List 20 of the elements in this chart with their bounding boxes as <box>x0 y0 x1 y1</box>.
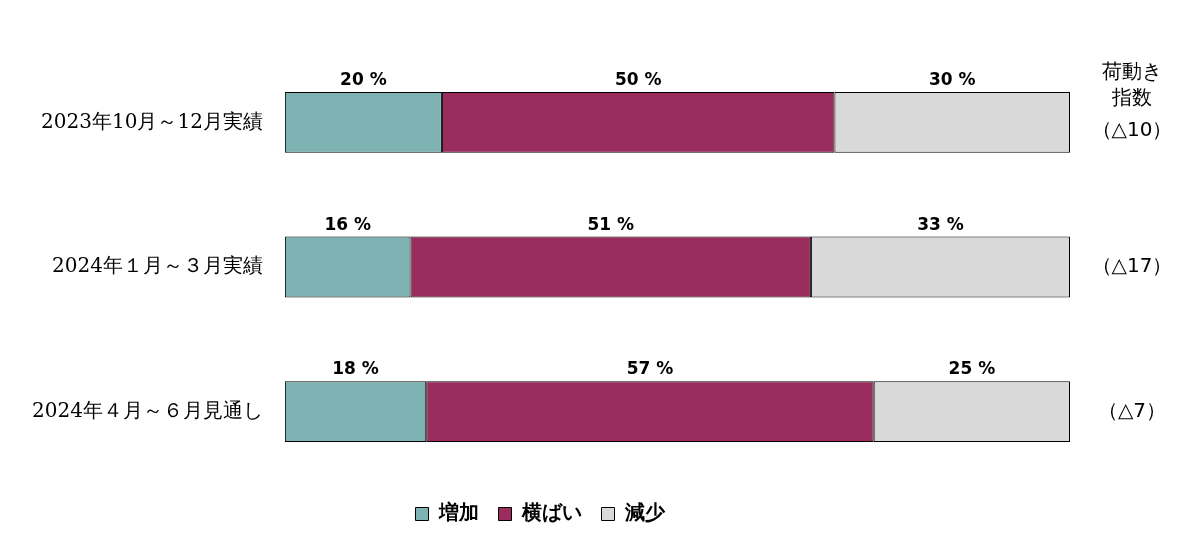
data-label: 33 % <box>917 213 964 234</box>
text: 荷動き <box>1102 58 1162 83</box>
text: （△7） <box>1097 397 1167 422</box>
text: （△17） <box>1091 253 1173 278</box>
data-label: 25 % <box>948 358 996 379</box>
y-tick-label: 2024年１月～３月実績 <box>51 253 263 278</box>
legend-label: 減少 <box>623 500 666 525</box>
data-label: 20 % <box>340 68 387 89</box>
data-label: 30 % <box>928 68 976 89</box>
y-tick-label: 2023年10月～12月実績 <box>41 108 263 133</box>
data-label: 51 % <box>587 213 635 234</box>
data-label: 57 % <box>626 358 674 379</box>
y-tick-label: 2024年４月～６月見通し <box>31 397 263 422</box>
legend-label: 増加 <box>437 500 479 525</box>
text: 指数 <box>1111 84 1152 109</box>
data-label: 16 % <box>324 213 372 234</box>
legend-label: 横ばい <box>520 500 582 525</box>
data-label: 18 % <box>332 358 379 379</box>
text: （△10） <box>1091 116 1173 141</box>
data-label: 50 % <box>614 68 662 89</box>
